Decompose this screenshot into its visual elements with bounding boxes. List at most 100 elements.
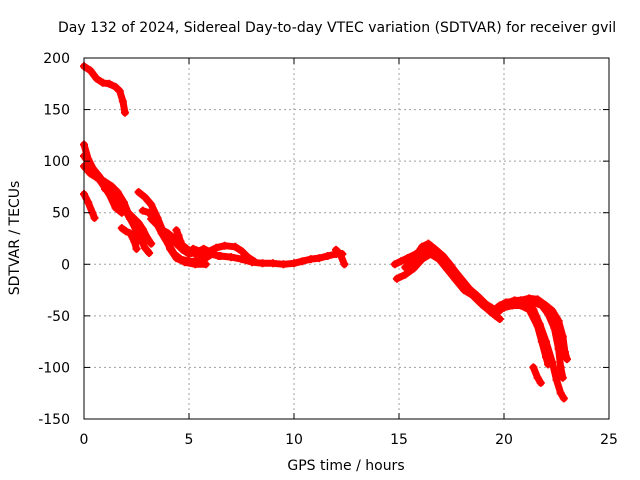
data-point <box>495 314 504 323</box>
data-point <box>548 358 557 367</box>
data-point <box>118 97 127 106</box>
x-tick-label: 10 <box>285 432 303 448</box>
y-tick-label: -100 <box>38 360 70 376</box>
data-point <box>409 255 418 264</box>
data-point <box>340 260 349 269</box>
data-point <box>500 303 508 312</box>
data-point <box>323 252 332 261</box>
data-point <box>392 274 401 283</box>
data-point <box>155 224 164 233</box>
data-point <box>124 208 133 217</box>
data-point <box>298 257 307 266</box>
data-point <box>140 193 149 202</box>
data-point <box>197 247 206 256</box>
series-line-arc-2 <box>80 190 98 222</box>
data-point <box>147 200 156 209</box>
data-point <box>558 332 567 341</box>
data-point <box>111 82 120 91</box>
data-point <box>560 347 569 356</box>
data-point <box>120 108 129 117</box>
data-point <box>126 229 135 238</box>
data-point <box>258 259 267 268</box>
data-point <box>227 253 235 262</box>
data-point <box>172 226 181 235</box>
data-point <box>138 225 147 234</box>
data-point <box>397 257 406 266</box>
series-line-arc-18 <box>401 240 495 312</box>
y-tick-label: 150 <box>43 103 70 119</box>
data-point <box>122 227 130 236</box>
data-point <box>554 317 563 326</box>
data-point <box>542 301 550 310</box>
x-tick-label: 25 <box>600 432 618 448</box>
data-point <box>94 171 103 180</box>
chart-title: Day 132 of 2024, Sidereal Day-to-day VTE… <box>58 20 616 36</box>
data-point <box>558 373 567 382</box>
data-point <box>101 184 109 193</box>
data-point <box>176 237 185 246</box>
data-point <box>563 355 571 364</box>
y-tick-label: -50 <box>47 309 70 325</box>
data-point <box>548 306 557 315</box>
data-point <box>90 213 99 222</box>
y-tick-label: 50 <box>52 206 70 222</box>
data-point <box>147 239 156 248</box>
data-point <box>117 224 126 233</box>
data-point <box>185 257 193 266</box>
data-point <box>140 243 149 252</box>
data-point <box>130 214 139 223</box>
axis-ticks: 0 5 10 15 20 25 -150 -100 -50 0 50 100 150 200 <box>38 51 618 448</box>
data-point <box>86 161 95 170</box>
data-point <box>336 249 345 258</box>
data-point <box>464 284 473 293</box>
data-point <box>559 394 568 403</box>
data-point <box>315 254 324 263</box>
data-point <box>535 320 544 329</box>
data-point <box>176 255 185 264</box>
data-point <box>206 249 214 258</box>
data-point <box>290 259 298 268</box>
y-tick-label: -150 <box>38 412 70 428</box>
x-axis-label: GPS time / hours <box>287 458 404 474</box>
data-point <box>130 237 139 246</box>
data-point <box>164 229 172 238</box>
data-point <box>170 249 179 258</box>
y-tick-label: 100 <box>43 154 70 170</box>
data-point <box>145 208 154 217</box>
data-point <box>231 242 240 251</box>
y-tick-label: 0 <box>61 257 70 273</box>
data-point <box>134 219 143 228</box>
data-point <box>147 214 156 223</box>
data-point <box>472 291 481 300</box>
data-point <box>134 188 143 197</box>
data-point <box>481 299 490 308</box>
data-point <box>92 74 101 83</box>
data-point <box>84 198 93 207</box>
data-point <box>529 305 538 314</box>
data-point <box>111 195 120 204</box>
data-point <box>132 244 141 253</box>
data-point <box>533 373 542 382</box>
data-point <box>237 246 246 255</box>
data-point <box>332 245 340 254</box>
data-point <box>98 78 107 87</box>
data-point <box>390 260 399 269</box>
data-point <box>145 248 154 257</box>
data-series <box>80 62 571 403</box>
data-point <box>533 295 542 304</box>
data-point <box>117 203 126 212</box>
data-point <box>447 262 456 271</box>
data-point <box>455 274 464 283</box>
data-point <box>542 337 550 346</box>
data-point <box>115 87 124 96</box>
data-point <box>138 206 147 215</box>
data-point <box>489 306 498 315</box>
data-point <box>430 244 439 253</box>
data-point <box>439 252 448 261</box>
series-line-arc-21 <box>511 294 571 363</box>
data-point <box>306 255 315 264</box>
data-point <box>216 252 225 261</box>
data-point <box>193 257 202 266</box>
data-point <box>237 255 246 264</box>
